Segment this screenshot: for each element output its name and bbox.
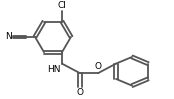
- Text: N: N: [5, 32, 12, 41]
- Text: O: O: [77, 88, 84, 97]
- Text: O: O: [94, 62, 101, 71]
- Text: HN: HN: [48, 65, 61, 74]
- Text: Cl: Cl: [58, 1, 66, 10]
